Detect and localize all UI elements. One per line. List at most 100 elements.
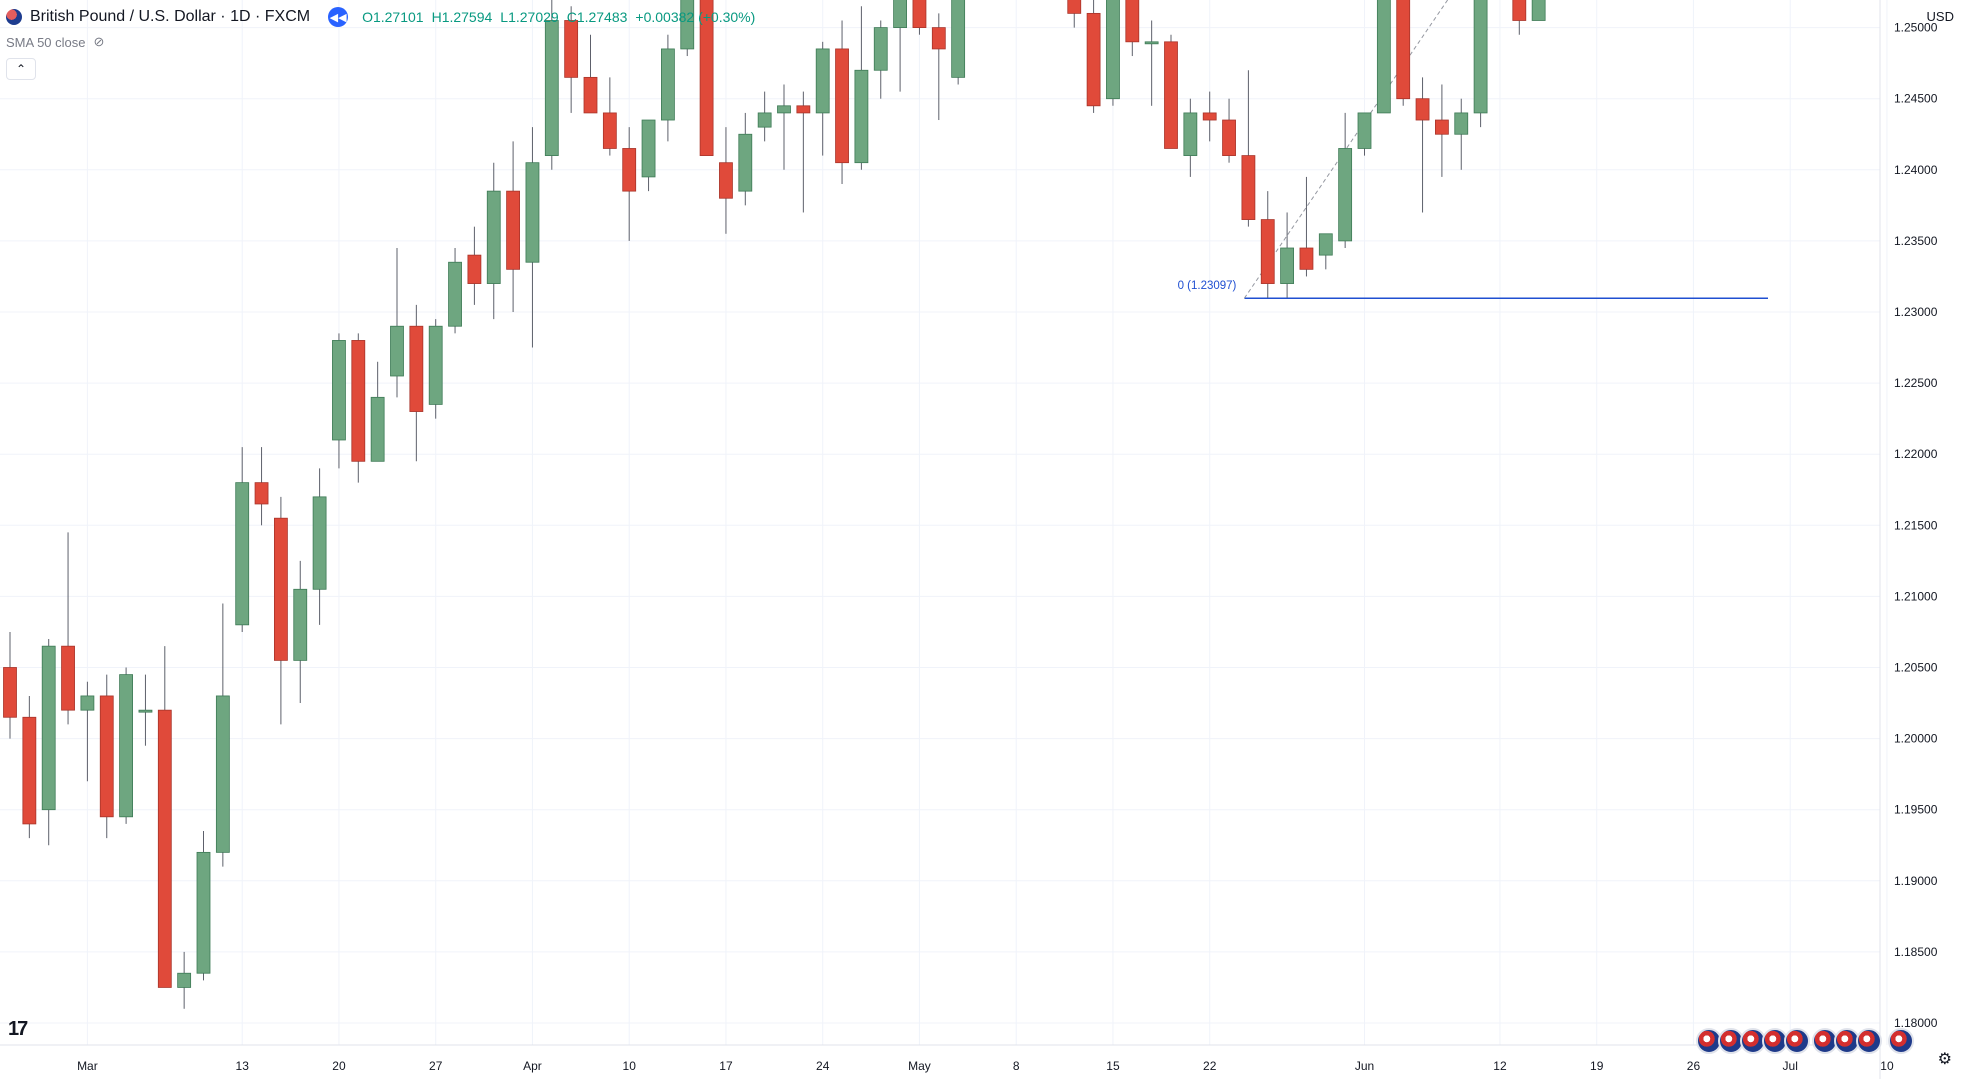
candle-body [138, 709, 153, 713]
candle-body [467, 254, 482, 284]
candle-body [1106, 0, 1120, 100]
event-flag-icon[interactable] [1812, 1028, 1838, 1054]
fib-trend-line [1243, 0, 1449, 299]
indicator-legend[interactable]: SMA 50 close ⊘ [6, 34, 104, 50]
candle-body [1338, 148, 1353, 242]
candle-body [525, 162, 540, 263]
event-flag-icon[interactable] [1718, 1028, 1744, 1054]
y-tick-label: 1.22500 [1894, 376, 1938, 390]
candle-body [641, 119, 656, 178]
candle-body [1202, 112, 1217, 121]
ohlc-low: L1.27029 [500, 9, 559, 25]
candle-body [1512, 0, 1527, 21]
x-tick-label: 10 [1880, 1059, 1894, 1073]
candle-body [1376, 0, 1391, 114]
candle-body [293, 588, 308, 661]
replay-icon[interactable]: ◀◀ [328, 7, 349, 27]
symbol-legend: British Pound / U.S. Dollar · 1D · FXCM … [6, 7, 755, 27]
candle-body [390, 325, 404, 377]
y-tick-label: 1.24500 [1894, 92, 1938, 106]
candle-body [157, 709, 172, 988]
x-tick-label: 15 [1106, 1059, 1120, 1073]
x-tick-label: Jun [1355, 1059, 1374, 1073]
indicator-label: SMA 50 close [6, 34, 86, 50]
candle-body [699, 0, 714, 156]
economic-events-group-3[interactable] [1888, 1028, 1914, 1054]
symbol-title[interactable]: British Pound / U.S. Dollar · 1D · FXCM [30, 8, 311, 25]
candle-body [1396, 0, 1411, 100]
x-tick-label: Jul [1783, 1059, 1798, 1073]
x-tick-label: 20 [332, 1059, 346, 1073]
candle-body [80, 695, 95, 711]
candle-body [235, 482, 250, 626]
y-tick-label: 1.18000 [1894, 1016, 1938, 1030]
y-tick-label: 1.21500 [1894, 518, 1938, 532]
candle-body [1280, 247, 1294, 284]
ohlc-close: C1.27483 [566, 9, 628, 25]
tradingview-logo-icon[interactable]: 17 [8, 1018, 28, 1040]
candle-body [757, 112, 772, 128]
x-tick-label: 26 [1687, 1059, 1701, 1073]
candle-body [1454, 112, 1469, 135]
y-tick-label: 1.22000 [1894, 447, 1938, 461]
candle-body [196, 851, 211, 974]
settings-icon[interactable]: ⚙ [1937, 1051, 1952, 1068]
candle-body [931, 27, 946, 50]
y-tick-label: 1.24000 [1894, 163, 1938, 177]
candle-body [1144, 41, 1159, 45]
candle-body [332, 340, 346, 441]
y-tick-label: 1.18500 [1894, 945, 1938, 959]
candle-body [1241, 155, 1256, 220]
candle-body [1222, 119, 1236, 156]
eye-off-icon[interactable]: ⊘ [93, 34, 105, 49]
ohlc-values: O1.27101 H1.27594 L1.27029 C1.27483 +0.0… [362, 9, 755, 25]
event-flag-icon[interactable] [1784, 1028, 1810, 1054]
collapse-legend-button[interactable]: ⌃ [6, 58, 36, 80]
candle-body [912, 0, 927, 28]
candle-body [564, 20, 579, 78]
candle-body [1415, 98, 1430, 121]
candle-body [1318, 233, 1333, 256]
candle-body [215, 695, 230, 853]
candle-body [22, 716, 37, 825]
currency-button[interactable]: USD [1926, 9, 1954, 24]
candle-body [796, 105, 811, 114]
x-tick-label: 22 [1203, 1059, 1217, 1073]
candle-body [1183, 112, 1198, 156]
candle-body [1531, 0, 1546, 21]
economic-events-group-2[interactable] [1812, 1028, 1882, 1054]
candle-body [661, 48, 675, 121]
candle-body [254, 482, 269, 505]
gbp-flag-icon [6, 9, 22, 25]
candle-body [835, 48, 849, 164]
x-tick-label: 17 [719, 1059, 733, 1073]
event-flag-icon[interactable] [1888, 1028, 1914, 1054]
candle-body [3, 667, 17, 718]
candle-body [1357, 112, 1372, 149]
candle-body [312, 496, 327, 590]
x-tick-label: 8 [1013, 1059, 1020, 1073]
x-tick-label: May [908, 1059, 931, 1073]
y-tick-label: 1.25000 [1894, 21, 1938, 35]
y-tick-label: 1.23000 [1894, 305, 1938, 319]
candle-body [506, 190, 521, 270]
x-tick-label: 27 [429, 1059, 443, 1073]
candle-body [1086, 12, 1101, 107]
candle-body [428, 325, 443, 405]
candle-body [873, 27, 888, 71]
ohlc-high: H1.27594 [431, 9, 493, 25]
candle-body [1473, 0, 1488, 114]
economic-events-group-1[interactable] [1696, 1028, 1810, 1054]
candle-body [602, 112, 617, 149]
candle-body [719, 162, 733, 199]
candle-body [1125, 0, 1140, 43]
candle-body [815, 48, 830, 114]
candle-body [273, 517, 288, 661]
candle-body [738, 133, 753, 192]
candle-body [1299, 247, 1314, 270]
y-tick-label: 1.23500 [1894, 234, 1938, 248]
ohlc-open: O1.27101 [362, 9, 424, 25]
event-flag-icon[interactable] [1856, 1028, 1882, 1054]
